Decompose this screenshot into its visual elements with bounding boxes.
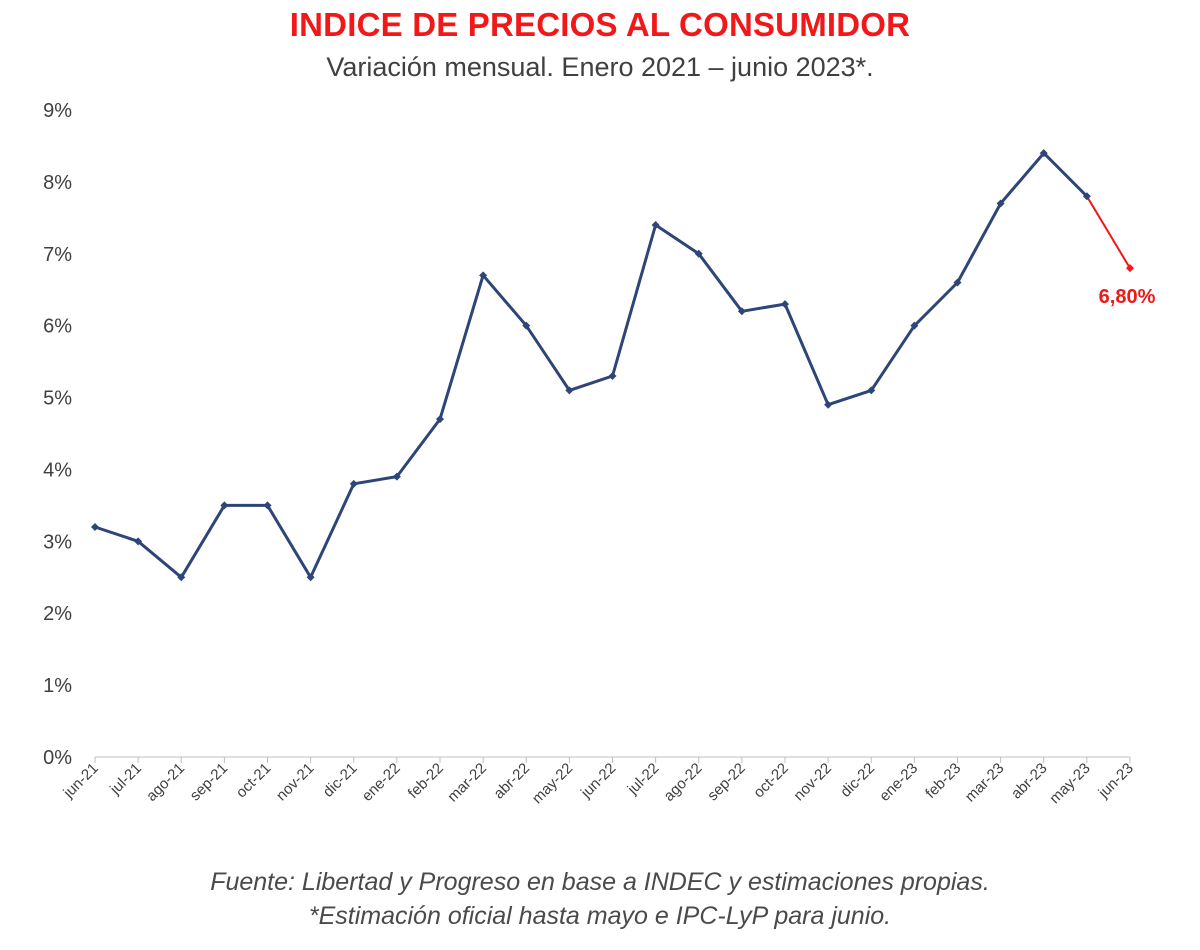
data-point: [1082, 192, 1091, 201]
data-point: [1126, 264, 1134, 273]
data-point: [781, 300, 789, 309]
x-tick-label: jun-22: [577, 760, 619, 802]
data-point: [953, 278, 962, 287]
x-tick-label: mar-23: [962, 760, 1008, 806]
chart-subtitle: Variación mensual. Enero 2021 – junio 20…: [326, 52, 874, 82]
y-tick-label: 5%: [43, 388, 72, 410]
y-tick-label: 2%: [43, 603, 72, 625]
data-point: [91, 522, 99, 531]
data-point: [436, 415, 444, 424]
data-point: [608, 371, 617, 380]
x-tick-label: dic-22: [837, 760, 878, 801]
x-tick-label: nov-21: [273, 760, 317, 804]
y-axis: 0% 1% 2% 3% 4% 5% 6% 7% 8% 9%: [43, 100, 72, 769]
series-line: [94, 151, 1088, 579]
x-tick-label: feb-22: [405, 760, 447, 802]
data-point: [996, 199, 1005, 208]
data-point: [1039, 149, 1048, 158]
data-point: [306, 573, 315, 582]
data-point: [565, 386, 574, 395]
data-point: [263, 501, 272, 510]
data-point: [910, 321, 919, 330]
y-tick-label: 6%: [43, 316, 72, 338]
x-tick-label: oct-22: [750, 760, 792, 802]
x-tick-label: feb-23: [922, 760, 964, 802]
data-point: [479, 271, 488, 280]
estimate-value-label: 6,80%: [1099, 286, 1156, 308]
series-layer: [91, 149, 1134, 582]
y-tick-label: 7%: [43, 244, 72, 266]
x-tick-label: nov-22: [790, 760, 834, 804]
data-point: [177, 573, 186, 582]
y-tick-label: 8%: [43, 172, 72, 194]
data-point: [522, 321, 531, 330]
data-point: [220, 501, 229, 510]
source-note: Fuente: Libertad y Progreso en base a IN…: [210, 868, 990, 896]
estimate-note: *Estimación oficial hasta mayo e IPC-LyP…: [308, 902, 892, 930]
x-tick-label: may-22: [529, 760, 576, 807]
y-tick-label: 1%: [43, 675, 72, 697]
x-tick-label: sep-22: [704, 760, 748, 804]
data-point: [694, 249, 703, 258]
x-tick-label: jul-22: [624, 760, 663, 799]
x-tick-label: jul-21: [106, 760, 145, 799]
line-chart: 0% 1% 2% 3% 4% 5% 6% 7% 8% 9% jun-21 jul-21ago-21s…: [43, 100, 1156, 807]
data-point: [824, 400, 833, 409]
series-line: [1086, 195, 1131, 269]
x-tick-label: ago-21: [143, 760, 188, 805]
x-tick-label: mar-22: [444, 760, 490, 806]
x-tick-label: ene-22: [359, 760, 404, 805]
y-tick-label: 0%: [43, 747, 72, 769]
x-tick-label: abr-23: [1008, 760, 1051, 803]
y-tick-label: 4%: [43, 459, 72, 481]
data-point: [134, 537, 143, 546]
data-point: [737, 307, 746, 316]
data-point: [392, 472, 401, 481]
x-tick-label: abr-22: [490, 760, 533, 803]
data-point: [867, 386, 876, 395]
data-point: [349, 479, 358, 488]
data-point: [651, 221, 660, 230]
x-tick-label: ene-23: [876, 760, 921, 805]
x-tick-label: jun-23: [1095, 760, 1137, 802]
chart-title: INDICE DE PRECIOS AL CONSUMIDOR: [289, 6, 911, 43]
x-tick-label: dic-21: [320, 760, 361, 801]
x-tick-label: sep-21: [187, 760, 231, 804]
x-tick-label: ago-22: [661, 760, 706, 805]
x-tick-label: may-23: [1046, 760, 1093, 807]
x-tick-label: oct-21: [233, 760, 275, 802]
y-tick-label: 9%: [43, 100, 72, 122]
y-tick-label: 3%: [43, 531, 72, 553]
annotation-layer: 6,80%: [1099, 286, 1156, 308]
